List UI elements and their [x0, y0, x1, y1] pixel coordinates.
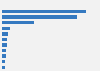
- Bar: [2, 21, 34, 24]
- Bar: [2, 49, 6, 52]
- Bar: [2, 60, 5, 63]
- Bar: [2, 15, 77, 19]
- Bar: [2, 27, 10, 30]
- Bar: [2, 10, 86, 13]
- Bar: [2, 54, 6, 58]
- Bar: [2, 32, 8, 36]
- Bar: [2, 66, 5, 69]
- Bar: [2, 43, 7, 47]
- Bar: [2, 38, 7, 41]
